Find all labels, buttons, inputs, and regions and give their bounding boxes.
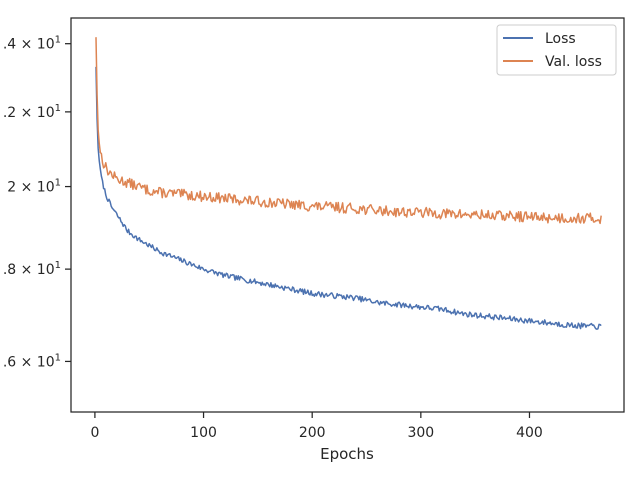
y-tick-label: .6 × 101 xyxy=(3,352,61,370)
x-tick-label: 300 xyxy=(407,425,434,441)
series-line-val-loss xyxy=(95,37,602,225)
y-tick-label: .8 × 101 xyxy=(3,260,61,278)
legend-label-val-loss: Val. loss xyxy=(545,54,602,70)
x-tick-label: 200 xyxy=(299,425,326,441)
legend-label-loss: Loss xyxy=(545,31,576,47)
y-tick-label: 2 × 101 xyxy=(7,178,61,196)
y-tick-label: .2 × 101 xyxy=(3,103,61,121)
x-tick-label: 400 xyxy=(516,425,543,441)
x-axis-label: Epochs xyxy=(320,445,374,463)
x-tick-label: 0 xyxy=(90,425,99,441)
x-tick-label: 100 xyxy=(190,425,217,441)
series-line-loss xyxy=(95,66,602,330)
y-tick-label: .4 × 101 xyxy=(3,35,61,53)
y-axis-ticks: .6 × 101 .8 × 101 2 × 101 .2 × 101 .4 × 101 xyxy=(3,35,71,370)
legend: Loss Val. loss xyxy=(496,24,617,76)
series-lines xyxy=(95,37,602,330)
x-axis-ticks: 0 100 200 300 400 xyxy=(90,412,543,441)
